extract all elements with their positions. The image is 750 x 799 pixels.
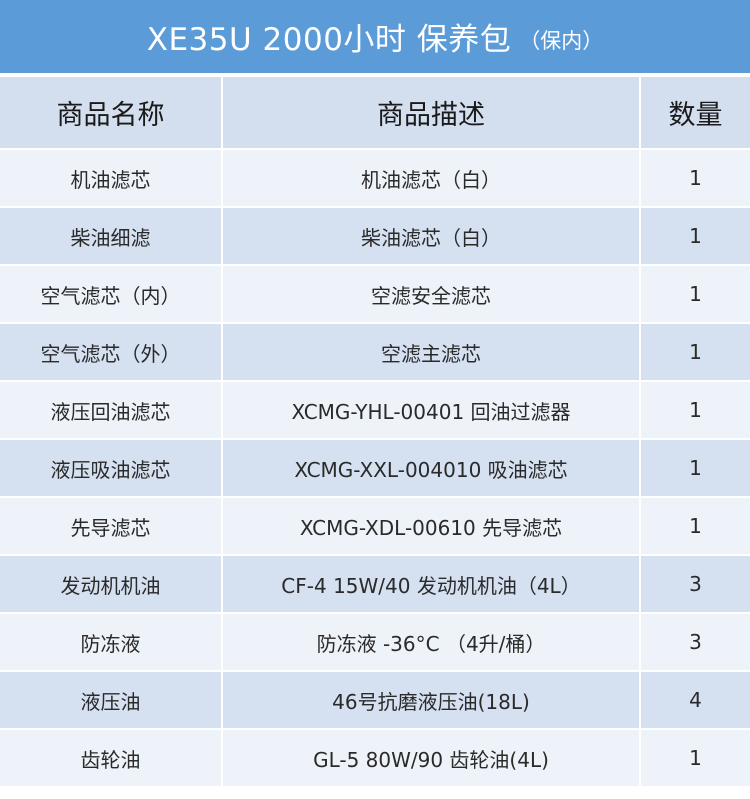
- product-name-cell: 柴油细滤: [0, 207, 223, 266]
- product-description-cell: 柴油滤芯（白）: [222, 207, 641, 266]
- quantity-cell: 3: [640, 555, 750, 614]
- title-banner: XE35U 2000小时 保养包 （保内）: [0, 0, 750, 73]
- column-header-name: 商品名称: [0, 77, 223, 150]
- table-row: 防冻液 防冻液 -36°C （4升/桶） 3: [0, 613, 750, 672]
- product-name-cell: 发动机机油: [0, 555, 223, 614]
- product-description-cell: GL-5 80W/90 齿轮油(4L): [222, 729, 641, 788]
- quantity-cell: 1: [640, 729, 750, 788]
- table-row: 空气滤芯（内） 空滤安全滤芯 1: [0, 265, 750, 324]
- maintenance-kit-table: 商品名称 商品描述 数量 机油滤芯 机油滤芯（白） 1 柴油细滤 柴油滤芯（白） 1 空气滤…: [0, 77, 750, 788]
- quantity-cell: 1: [640, 497, 750, 556]
- quantity-cell: 1: [640, 265, 750, 324]
- table-row: 齿轮油 GL-5 80W/90 齿轮油(4L) 1: [0, 729, 750, 788]
- product-description-cell: XCMG-XDL-00610 先导滤芯: [222, 497, 641, 556]
- table-row: 先导滤芯 XCMG-XDL-00610 先导滤芯 1: [0, 497, 750, 556]
- table-row: 液压回油滤芯 XCMG-YHL-00401 回油过滤器 1: [0, 381, 750, 440]
- table-row: 柴油细滤 柴油滤芯（白） 1: [0, 207, 750, 266]
- quantity-cell: 4: [640, 671, 750, 730]
- page-subtitle: （保内）: [519, 28, 604, 53]
- product-name-cell: 机油滤芯: [0, 149, 223, 208]
- quantity-cell: 1: [640, 439, 750, 498]
- column-header-description: 商品描述: [222, 77, 641, 150]
- quantity-cell: 1: [640, 381, 750, 440]
- product-name-cell: 齿轮油: [0, 729, 223, 788]
- product-description-cell: 机油滤芯（白）: [222, 149, 641, 208]
- table-row: 发动机机油 CF-4 15W/40 发动机机油（4L） 3: [0, 555, 750, 614]
- product-name-cell: 空气滤芯（内）: [0, 265, 223, 324]
- product-description-cell: 空滤安全滤芯: [222, 265, 641, 324]
- table-header-row: 商品名称 商品描述 数量: [0, 77, 750, 150]
- divider: [0, 73, 750, 77]
- quantity-cell: 3: [640, 613, 750, 672]
- product-description-cell: XCMG-XXL-004010 吸油滤芯: [222, 439, 641, 498]
- column-header-quantity: 数量: [640, 77, 750, 150]
- product-description-cell: 46号抗磨液压油(18L): [222, 671, 641, 730]
- table-row: 液压油 46号抗磨液压油(18L) 4: [0, 671, 750, 730]
- product-name-cell: 液压油: [0, 671, 223, 730]
- page-title: XE35U 2000小时 保养包: [146, 22, 512, 58]
- product-name-cell: 先导滤芯: [0, 497, 223, 556]
- product-description-cell: CF-4 15W/40 发动机机油（4L）: [222, 555, 641, 614]
- product-description-cell: XCMG-YHL-00401 回油过滤器: [222, 381, 641, 440]
- table-row: 机油滤芯 机油滤芯（白） 1: [0, 149, 750, 208]
- table-row: 液压吸油滤芯 XCMG-XXL-004010 吸油滤芯 1: [0, 439, 750, 498]
- quantity-cell: 1: [640, 323, 750, 382]
- product-name-cell: 防冻液: [0, 613, 223, 672]
- quantity-cell: 1: [640, 149, 750, 208]
- product-description-cell: 空滤主滤芯: [222, 323, 641, 382]
- table-row: 空气滤芯（外） 空滤主滤芯 1: [0, 323, 750, 382]
- product-description-cell: 防冻液 -36°C （4升/桶）: [222, 613, 641, 672]
- product-name-cell: 空气滤芯（外）: [0, 323, 223, 382]
- quantity-cell: 1: [640, 207, 750, 266]
- product-name-cell: 液压回油滤芯: [0, 381, 223, 440]
- product-name-cell: 液压吸油滤芯: [0, 439, 223, 498]
